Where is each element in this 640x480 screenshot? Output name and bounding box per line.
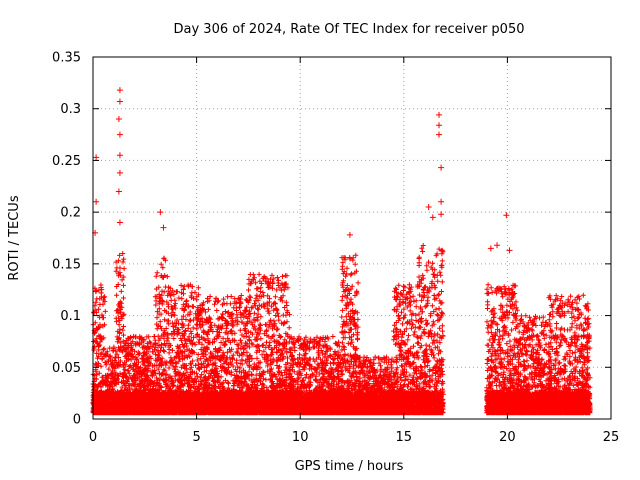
- roti-point: [585, 315, 592, 322]
- y-tick-label: 0: [73, 413, 81, 428]
- x-tick-label: 0: [89, 430, 97, 445]
- roti-point: [436, 122, 443, 129]
- roti-point: [425, 203, 432, 210]
- chart-title: Day 306 of 2024, Rate Of TEC Index for r…: [174, 22, 525, 37]
- plot-frame: [92, 56, 612, 420]
- x-tick-label: 5: [192, 430, 200, 445]
- roti-point: [436, 131, 443, 138]
- roti-point: [116, 98, 123, 105]
- data-points: [90, 87, 593, 416]
- roti-point: [116, 169, 123, 176]
- x-tick-label: 20: [499, 430, 516, 445]
- y-tick-label: 0.3: [60, 102, 81, 117]
- roti-point: [438, 198, 445, 205]
- x-tick-label: 10: [292, 430, 309, 445]
- roti-point: [93, 154, 100, 161]
- y-tick-label: 0.35: [52, 51, 81, 66]
- roti-point: [506, 247, 513, 254]
- roti-point: [494, 242, 501, 249]
- roti-point: [503, 212, 510, 219]
- roti-point: [346, 231, 353, 238]
- y-tick-label: 0.1: [60, 309, 81, 324]
- roti-point: [438, 211, 445, 218]
- x-axis-label: GPS time / hours: [295, 459, 404, 474]
- roti-point-cloud: [90, 243, 593, 416]
- y-tick-label: 0.2: [60, 206, 81, 221]
- y-tick-label: 0.25: [52, 154, 81, 169]
- y-tick-label: 0.15: [52, 257, 81, 272]
- grid-layer: [93, 57, 611, 419]
- roti-point: [429, 214, 436, 221]
- roti-point: [116, 131, 123, 138]
- x-tick-label: 15: [396, 430, 413, 445]
- plot-border: [92, 56, 612, 420]
- roti-point: [438, 164, 445, 171]
- roti-point: [487, 245, 494, 252]
- roti-point: [115, 188, 122, 195]
- roti-point: [116, 219, 123, 226]
- roti-point: [436, 111, 443, 118]
- y-tick-label: 0.05: [52, 361, 81, 376]
- roti-point: [116, 87, 123, 94]
- axis-ticks: 0 5 10 15 20 25 0 0.05 0.1 0.15 0.2 0.25 0.3 0.35: [52, 51, 619, 446]
- roti-point: [160, 224, 167, 231]
- y-axis-label: ROTI / TECUs: [7, 195, 22, 280]
- roti-point: [157, 209, 164, 216]
- x-tick-label: 25: [603, 430, 620, 445]
- roti-point: [93, 198, 100, 205]
- roti-point: [116, 152, 123, 159]
- roti-point: [115, 116, 122, 123]
